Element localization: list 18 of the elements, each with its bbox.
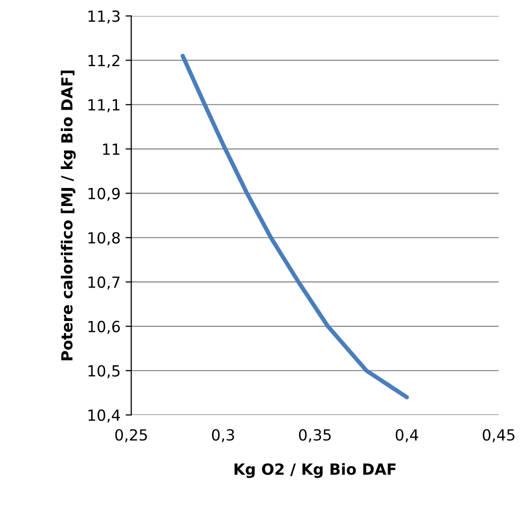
- x-tick-label: 0,45: [482, 429, 514, 442]
- y-tick-label: 10,6: [88, 320, 120, 334]
- y-tick-label: 10,8: [88, 232, 120, 246]
- line-series: [180, 54, 409, 400]
- y-tick-label: 10,5: [88, 365, 120, 378]
- y-tick-label: 11,3: [88, 10, 120, 24]
- y-tick-label: 10,9: [88, 188, 120, 201]
- x-tick-label: 0,4: [396, 429, 418, 442]
- y-axis-title: Potere calorifico [MJ / kg Bio DAF]: [60, 70, 76, 360]
- x-tick-label: 0,35: [299, 429, 331, 442]
- y-tick-label: 10,7: [88, 276, 120, 290]
- y-tick-label: 11,2: [88, 54, 120, 68]
- x-tick-label: 0,3: [212, 429, 234, 442]
- y-tick-label: 11,1: [88, 99, 120, 112]
- y-tick-label: 11: [103, 144, 120, 155]
- x-tick-label: 0,25: [115, 429, 147, 442]
- y-tick-label: 10,4: [88, 409, 120, 423]
- x-axis-title: Kg O2 / Kg Bio DAF: [234, 463, 396, 478]
